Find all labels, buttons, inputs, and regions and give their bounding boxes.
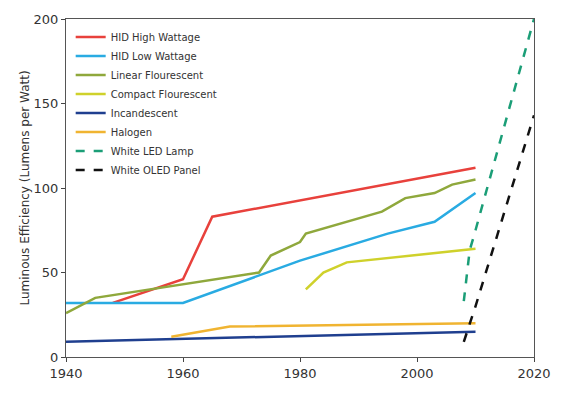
svg-text:White LED Lamp: White LED Lamp <box>111 146 194 157</box>
svg-text:50: 50 <box>42 265 59 280</box>
svg-text:Linear Flourescent: Linear Flourescent <box>111 70 203 81</box>
svg-text:100: 100 <box>34 181 59 196</box>
svg-text:0: 0 <box>50 350 58 365</box>
svg-text:1980: 1980 <box>283 366 316 381</box>
svg-text:2020: 2020 <box>517 366 550 381</box>
svg-text:2000: 2000 <box>400 366 433 381</box>
svg-text:Luminous Efficiency (Lumens pe: Luminous Efficiency (Lumens per Watt) <box>18 70 32 305</box>
svg-text:HID High Wattage: HID High Wattage <box>111 32 200 43</box>
svg-text:Compact Flourescent: Compact Flourescent <box>111 89 217 100</box>
svg-text:1940: 1940 <box>49 366 82 381</box>
svg-text:200: 200 <box>34 12 59 27</box>
svg-text:HID Low Wattage: HID Low Wattage <box>111 51 197 62</box>
svg-text:1960: 1960 <box>166 366 199 381</box>
svg-text:150: 150 <box>34 96 59 111</box>
svg-text:Halogen: Halogen <box>111 127 152 138</box>
svg-text:White OLED Panel: White OLED Panel <box>111 165 201 176</box>
svg-text:Incandescent: Incandescent <box>111 108 178 119</box>
